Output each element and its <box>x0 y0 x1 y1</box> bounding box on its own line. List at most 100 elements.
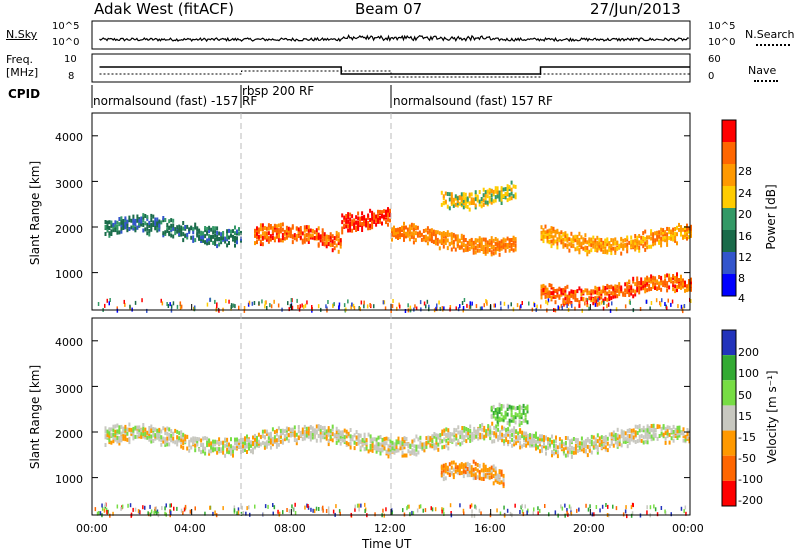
heatmap-cell <box>355 228 358 232</box>
heatmap-cell <box>178 436 181 441</box>
heatmap-cell <box>381 210 383 215</box>
heatmap-cell <box>399 230 401 235</box>
heatmap-cell <box>281 428 284 433</box>
heatmap-cell <box>224 239 227 244</box>
heatmap-cell <box>576 438 579 443</box>
heatmap-cell <box>407 449 410 454</box>
heatmap-cell <box>518 422 521 427</box>
heatmap-cell <box>343 218 346 223</box>
heatmap-cell <box>646 510 648 515</box>
noise-tick-right-top: 10^5 <box>708 21 736 32</box>
heatmap-cell <box>416 508 419 513</box>
heatmap-cell <box>608 297 611 302</box>
heatmap-cell <box>505 427 508 432</box>
heatmap-cell <box>350 305 352 310</box>
heatmap-cell <box>331 438 334 443</box>
heatmap-cell <box>367 449 370 454</box>
heatmap-cell <box>646 426 649 431</box>
heatmap-cell <box>356 503 359 508</box>
heatmap-cell <box>594 440 597 445</box>
heatmap-cell <box>347 224 350 229</box>
heatmap-cell <box>640 286 643 291</box>
heatmap-cell <box>634 238 637 243</box>
heatmap-cell <box>112 432 115 437</box>
heatmap-cell <box>395 231 397 236</box>
heatmap-cell <box>182 221 185 225</box>
heatmap-cell <box>196 439 199 444</box>
heatmap-cell <box>638 428 641 433</box>
heatmap-cell <box>452 467 455 472</box>
heatmap-cell <box>152 439 155 443</box>
heatmap-cell <box>311 235 314 240</box>
heatmap-cell <box>567 301 570 306</box>
heatmap-cell <box>454 247 457 252</box>
heatmap-cell <box>656 424 659 429</box>
heatmap-cell <box>349 228 352 233</box>
heatmap-cell <box>539 442 541 447</box>
heatmap-cell <box>560 303 563 308</box>
heatmap-cell <box>279 439 282 444</box>
heatmap-cell <box>273 435 276 440</box>
heatmap-cell <box>494 186 497 191</box>
heatmap-cell <box>564 513 566 518</box>
heatmap-cell <box>315 429 318 434</box>
heatmap-cell <box>124 220 127 225</box>
heatmap-cell <box>138 425 141 430</box>
heatmap-cell <box>212 448 215 452</box>
heatmap-cell <box>496 186 499 191</box>
colorbar-segment <box>722 120 736 142</box>
heatmap-cell <box>630 435 633 439</box>
heatmap-cell <box>167 304 170 308</box>
heatmap-cell <box>684 230 686 235</box>
heatmap-cell <box>502 242 505 247</box>
heatmap-cell <box>674 289 677 294</box>
heatmap-cell <box>382 300 385 305</box>
heatmap-cell <box>116 306 118 311</box>
heatmap-cell <box>683 509 685 514</box>
heatmap-cell <box>680 506 683 511</box>
heatmap-cell <box>242 437 244 442</box>
heatmap-cell <box>349 441 352 446</box>
heatmap-cell <box>156 435 159 440</box>
heatmap-cell <box>327 234 330 239</box>
heatmap-cell <box>303 424 306 429</box>
heatmap-cell <box>512 248 515 253</box>
heatmap-cell <box>136 214 139 219</box>
heatmap-cell <box>208 236 211 241</box>
heatmap-cell <box>464 200 467 205</box>
heatmap-cell <box>504 238 507 243</box>
heatmap-cell <box>226 235 229 240</box>
heatmap-cell <box>456 234 459 239</box>
heatmap-cell <box>636 431 639 435</box>
heatmap-cell <box>496 419 499 424</box>
heatmap-cell <box>586 248 589 253</box>
heatmap-cell <box>393 225 395 230</box>
heatmap-cell <box>375 437 378 442</box>
heatmap-cell <box>311 432 314 437</box>
heatmap-cell <box>338 302 341 307</box>
heatmap-cell <box>176 442 179 447</box>
heatmap-cell <box>552 291 555 295</box>
heatmap-cell <box>393 442 396 447</box>
heatmap-cell <box>335 426 338 431</box>
heatmap-cell <box>658 234 661 239</box>
heatmap-cell <box>441 431 444 436</box>
heatmap-cell <box>551 450 553 455</box>
heatmap-cell <box>129 503 132 508</box>
heatmap-cell <box>114 437 117 442</box>
nave-tick-bottom: 0 <box>708 71 715 82</box>
heatmap-cell <box>470 192 473 197</box>
heatmap-cell <box>275 234 278 239</box>
heatmap-cell <box>482 250 485 254</box>
heatmap-cell <box>654 432 657 437</box>
heatmap-cell <box>445 427 448 432</box>
heatmap-cell <box>630 288 633 293</box>
heatmap-cell <box>468 466 471 471</box>
heatmap-cell <box>444 237 447 242</box>
heatmap-cell <box>166 431 169 436</box>
heatmap-cell <box>642 284 645 289</box>
heatmap-cell <box>472 197 475 202</box>
heatmap-cell <box>250 443 252 448</box>
heatmap-cell <box>640 277 643 282</box>
heatmap-cell <box>686 223 688 228</box>
